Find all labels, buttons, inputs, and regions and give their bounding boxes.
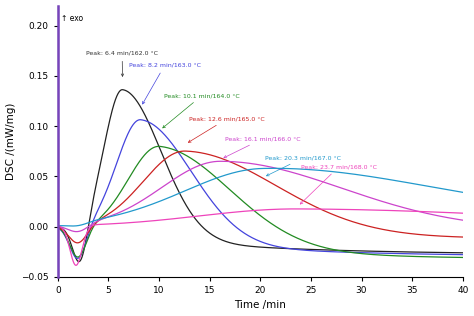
Y-axis label: DSC /(mW/mg): DSC /(mW/mg) (6, 102, 16, 180)
Text: Peak: 12.6 min/165.0 °C: Peak: 12.6 min/165.0 °C (188, 116, 265, 143)
X-axis label: Time /min: Time /min (234, 301, 286, 310)
Text: ↑ exo: ↑ exo (61, 14, 83, 23)
Text: Peak: 23.7 min/168.0 °C: Peak: 23.7 min/168.0 °C (300, 164, 377, 204)
Text: Peak: 16.1 min/166.0 °C: Peak: 16.1 min/166.0 °C (224, 136, 301, 158)
Text: Peak: 20.3 min/167.0 °C: Peak: 20.3 min/167.0 °C (265, 155, 341, 176)
Text: Peak: 10.1 min/164.0 °C: Peak: 10.1 min/164.0 °C (163, 93, 240, 128)
Text: Peak: 6.4 min/162.0 °C: Peak: 6.4 min/162.0 °C (86, 51, 158, 76)
Text: Peak: 8.2 min/163.0 °C: Peak: 8.2 min/163.0 °C (128, 63, 201, 104)
